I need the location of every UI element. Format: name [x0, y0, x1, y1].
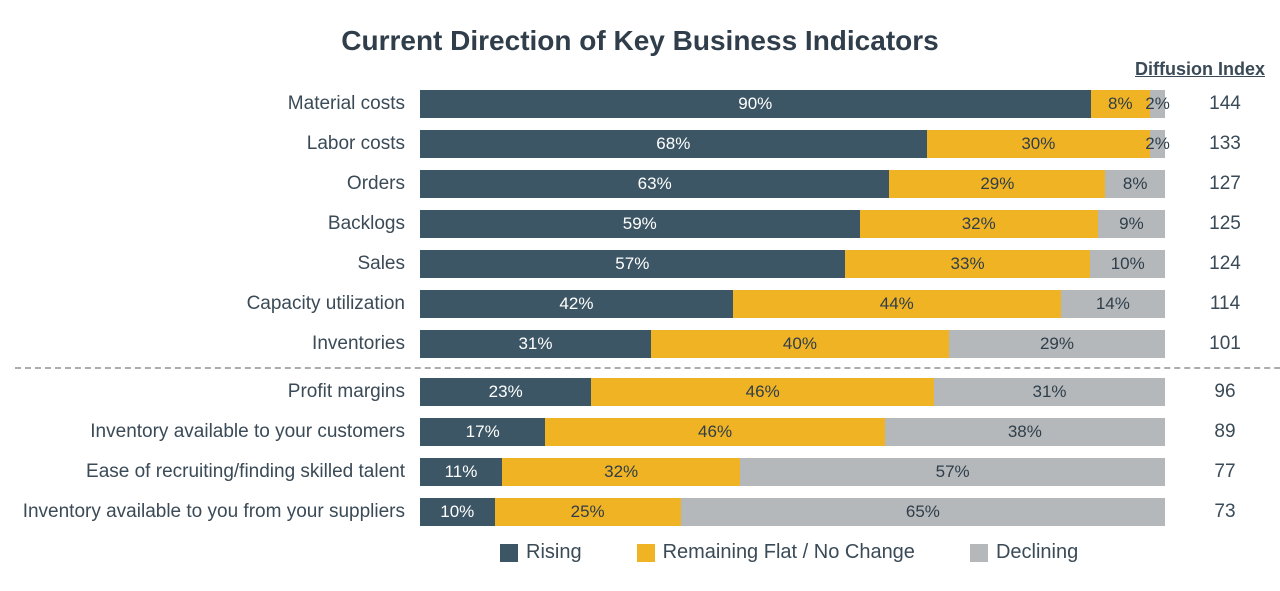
section-divider — [15, 367, 1280, 369]
diffusion-value: 114 — [1195, 293, 1255, 315]
bar-segment-decline: 29% — [949, 330, 1165, 358]
bar-segment-decline: 8% — [1105, 170, 1165, 198]
bar-segment-rising: 63% — [420, 170, 889, 198]
stacked-bar: 90%8%2% — [420, 90, 1165, 118]
diffusion-value: 133 — [1195, 133, 1255, 155]
row-label: Material costs — [5, 93, 405, 115]
bar-segment-rising: 68% — [420, 130, 927, 158]
row-label: Inventory available to your customers — [5, 421, 405, 443]
bar-segment-flat: 25% — [495, 498, 681, 526]
row-label: Inventory available to you from your sup… — [5, 501, 405, 523]
diffusion-value: 127 — [1195, 173, 1255, 195]
table-row: Ease of recruiting/finding skilled talen… — [420, 455, 1165, 489]
legend-item-flat: Remaining Flat / No Change — [637, 541, 915, 564]
bar-segment-flat: 33% — [845, 250, 1091, 278]
swatch-rising — [500, 544, 518, 562]
rows-container: Material costs90%8%2%144 Labor costs68%30… — [420, 87, 1165, 529]
bar-segment-flat: 46% — [591, 378, 934, 406]
bar-segment-flat: 40% — [651, 330, 949, 358]
stacked-bar: 17%46%38% — [420, 418, 1165, 446]
bar-segment-flat: 29% — [889, 170, 1105, 198]
table-row: Sales57%33%10%124 — [420, 247, 1165, 281]
bar-segment-rising: 10% — [420, 498, 495, 526]
bar-segment-rising: 90% — [420, 90, 1091, 118]
stacked-bar: 31%40%29% — [420, 330, 1165, 358]
legend-label-declining: Declining — [996, 541, 1078, 564]
bar-segment-flat: 32% — [502, 458, 740, 486]
row-label: Backlogs — [5, 213, 405, 235]
diffusion-value: 125 — [1195, 213, 1255, 235]
diffusion-value: 144 — [1195, 93, 1255, 115]
bar-segment-rising: 42% — [420, 290, 733, 318]
row-label: Orders — [5, 173, 405, 195]
bar-segment-rising: 17% — [420, 418, 545, 446]
bar-segment-decline: 2% — [1150, 130, 1165, 158]
swatch-declining — [970, 544, 988, 562]
table-row: Backlogs59%32%9%125 — [420, 207, 1165, 241]
bar-segment-decline: 2% — [1150, 90, 1165, 118]
bar-segment-rising: 11% — [420, 458, 502, 486]
row-label: Ease of recruiting/finding skilled talen… — [5, 461, 405, 483]
bar-segment-decline: 38% — [885, 418, 1165, 446]
diffusion-value: 96 — [1195, 381, 1255, 403]
diffusion-value: 89 — [1195, 421, 1255, 443]
bar-segment-flat: 32% — [860, 210, 1098, 238]
bar-segment-decline: 31% — [934, 378, 1165, 406]
table-row: Inventory available to your customers17%… — [420, 415, 1165, 449]
stacked-bar: 42%44%14% — [420, 290, 1165, 318]
bar-segment-rising: 31% — [420, 330, 651, 358]
chart-area: Diffusion Index Material costs90%8%2%144… — [15, 87, 1265, 564]
legend: Rising Remaining Flat / No Change Declin… — [420, 541, 1165, 564]
bar-segment-rising: 57% — [420, 250, 845, 278]
stacked-bar: 11%32%57% — [420, 458, 1165, 486]
table-row: Labor costs68%30%2%133 — [420, 127, 1165, 161]
bar-segment-flat: 30% — [927, 130, 1151, 158]
diffusion-value: 73 — [1195, 501, 1255, 523]
diffusion-value: 124 — [1195, 253, 1255, 275]
stacked-bar: 10%25%65% — [420, 498, 1165, 526]
table-row: Inventories31%40%29%101 — [420, 327, 1165, 361]
stacked-bar: 68%30%2% — [420, 130, 1165, 158]
bar-segment-flat: 46% — [545, 418, 884, 446]
bar-segment-rising: 59% — [420, 210, 860, 238]
stacked-bar: 23%46%31% — [420, 378, 1165, 406]
table-row: Inventory available to you from your sup… — [420, 495, 1165, 529]
bar-segment-decline: 57% — [740, 458, 1165, 486]
bar-segment-decline: 14% — [1061, 290, 1165, 318]
stacked-bar: 59%32%9% — [420, 210, 1165, 238]
bar-segment-decline: 65% — [681, 498, 1165, 526]
row-label: Inventories — [5, 333, 405, 355]
bar-segment-decline: 9% — [1098, 210, 1165, 238]
swatch-flat — [637, 544, 655, 562]
legend-label-rising: Rising — [526, 541, 582, 564]
stacked-bar: 63%29%8% — [420, 170, 1165, 198]
row-label: Capacity utilization — [5, 293, 405, 315]
bar-segment-flat: 8% — [1091, 90, 1151, 118]
row-label: Labor costs — [5, 133, 405, 155]
table-row: Material costs90%8%2%144 — [420, 87, 1165, 121]
diffusion-value: 101 — [1195, 333, 1255, 355]
table-row: Profit margins23%46%31%96 — [420, 375, 1165, 409]
legend-item-declining: Declining — [970, 541, 1078, 564]
table-row: Orders63%29%8%127 — [420, 167, 1165, 201]
bar-segment-flat: 44% — [733, 290, 1061, 318]
diffusion-index-header: Diffusion Index — [1135, 59, 1265, 80]
bar-segment-rising: 23% — [420, 378, 591, 406]
chart-title: Current Direction of Key Business Indica… — [15, 25, 1265, 57]
legend-item-rising: Rising — [500, 541, 582, 564]
stacked-bar: 57%33%10% — [420, 250, 1165, 278]
diffusion-value: 77 — [1195, 461, 1255, 483]
row-label: Profit margins — [5, 381, 405, 403]
legend-label-flat: Remaining Flat / No Change — [663, 541, 915, 564]
bar-segment-decline: 10% — [1090, 250, 1165, 278]
row-label: Sales — [5, 253, 405, 275]
table-row: Capacity utilization42%44%14%114 — [420, 287, 1165, 321]
